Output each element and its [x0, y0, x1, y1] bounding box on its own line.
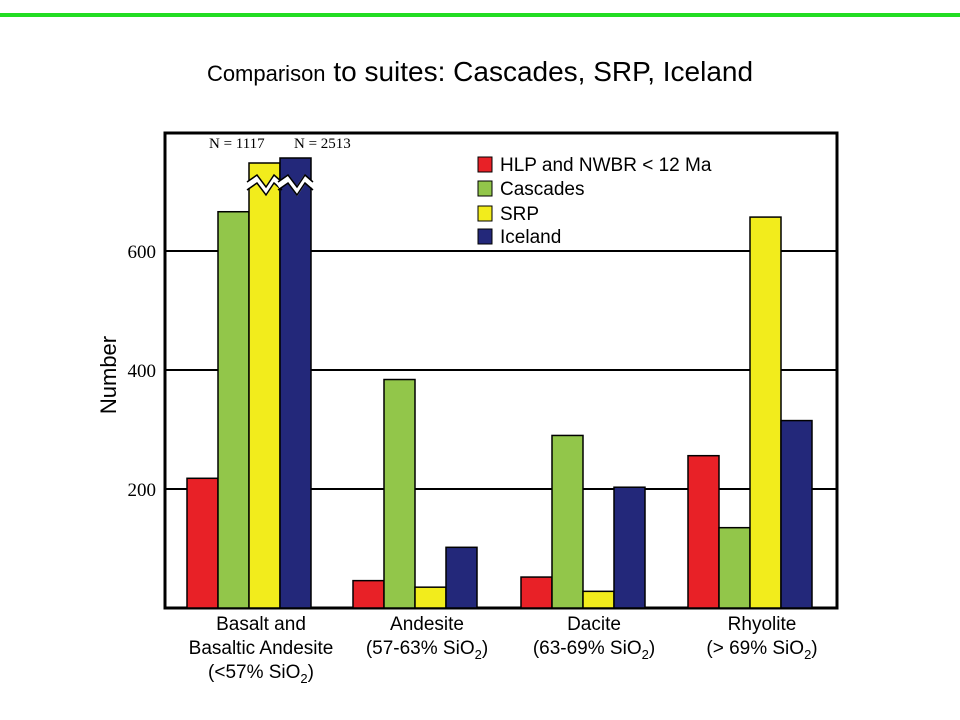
- n-annotation-0: N = 1117: [209, 136, 265, 152]
- category-label-2-0: Dacite: [567, 614, 621, 635]
- category-label-0-2: (<57% SiO2): [208, 662, 314, 686]
- title-rest: to suites: Cascades, SRP, Iceland: [325, 56, 754, 87]
- bar-2-3: [613, 486, 646, 609]
- axis-break-2: [245, 174, 284, 197]
- category-label-2-1: (63-69% SiO2): [533, 638, 655, 662]
- bar-1-0: [352, 579, 385, 609]
- legend-swatch-1: [477, 180, 493, 197]
- axis-break-upper-3: [277, 173, 314, 189]
- y-tick-label-400: 400: [128, 361, 157, 382]
- legend-swatch-2: [477, 205, 493, 222]
- y-tick-label-200: 200: [128, 480, 157, 501]
- axis-break-upper-2: [246, 173, 283, 189]
- category-label-3-0: Rhyolite: [728, 614, 797, 635]
- category-label-3-1: (> 69% SiO2): [706, 638, 817, 662]
- title-prefix: Comparison: [206, 61, 326, 86]
- n-annotation-1: N = 2513: [294, 136, 351, 152]
- bar-3-3: [780, 419, 813, 609]
- legend-label-2: SRP: [500, 204, 539, 225]
- bar-0-1: [217, 210, 250, 609]
- axis-break-lower-3: [277, 181, 314, 197]
- legend-swatch-3: [477, 228, 493, 245]
- bar-1-2: [414, 586, 447, 609]
- axis-break-lower-2: [246, 181, 283, 197]
- bar-3-1: [718, 526, 751, 609]
- top-accent-rule: [0, 13, 960, 17]
- slide-title: Comparison to suites: Cascades, SRP, Ice…: [0, 56, 960, 88]
- bar-2-0: [520, 576, 553, 609]
- legend-label-0: HLP and NWBR < 12 Ma: [500, 155, 712, 176]
- legend-swatch-0: [477, 156, 493, 173]
- category-label-0-1: Basaltic Andesite: [189, 638, 334, 659]
- bar-0-2: [248, 162, 281, 609]
- bar-0-0: [186, 477, 219, 609]
- category-label-1-1: (57-63% SiO2): [366, 638, 488, 662]
- category-label-0-0: Basalt and: [216, 614, 306, 635]
- bar-3-0: [687, 454, 720, 609]
- legend-label-3: Iceland: [500, 227, 561, 248]
- category-label-1-0: Andesite: [390, 614, 464, 635]
- bar-1-3: [445, 546, 478, 609]
- bar-2-2: [582, 590, 615, 609]
- bar-1-1: [383, 378, 416, 609]
- y-tick-label-600: 600: [128, 242, 157, 263]
- axis-break-3: [276, 174, 315, 197]
- bar-2-1: [551, 434, 584, 609]
- legend-label-1: Cascades: [500, 179, 585, 200]
- bar-3-2: [749, 216, 782, 609]
- bar-0-3: [279, 157, 312, 609]
- y-axis-label: Number: [96, 336, 121, 414]
